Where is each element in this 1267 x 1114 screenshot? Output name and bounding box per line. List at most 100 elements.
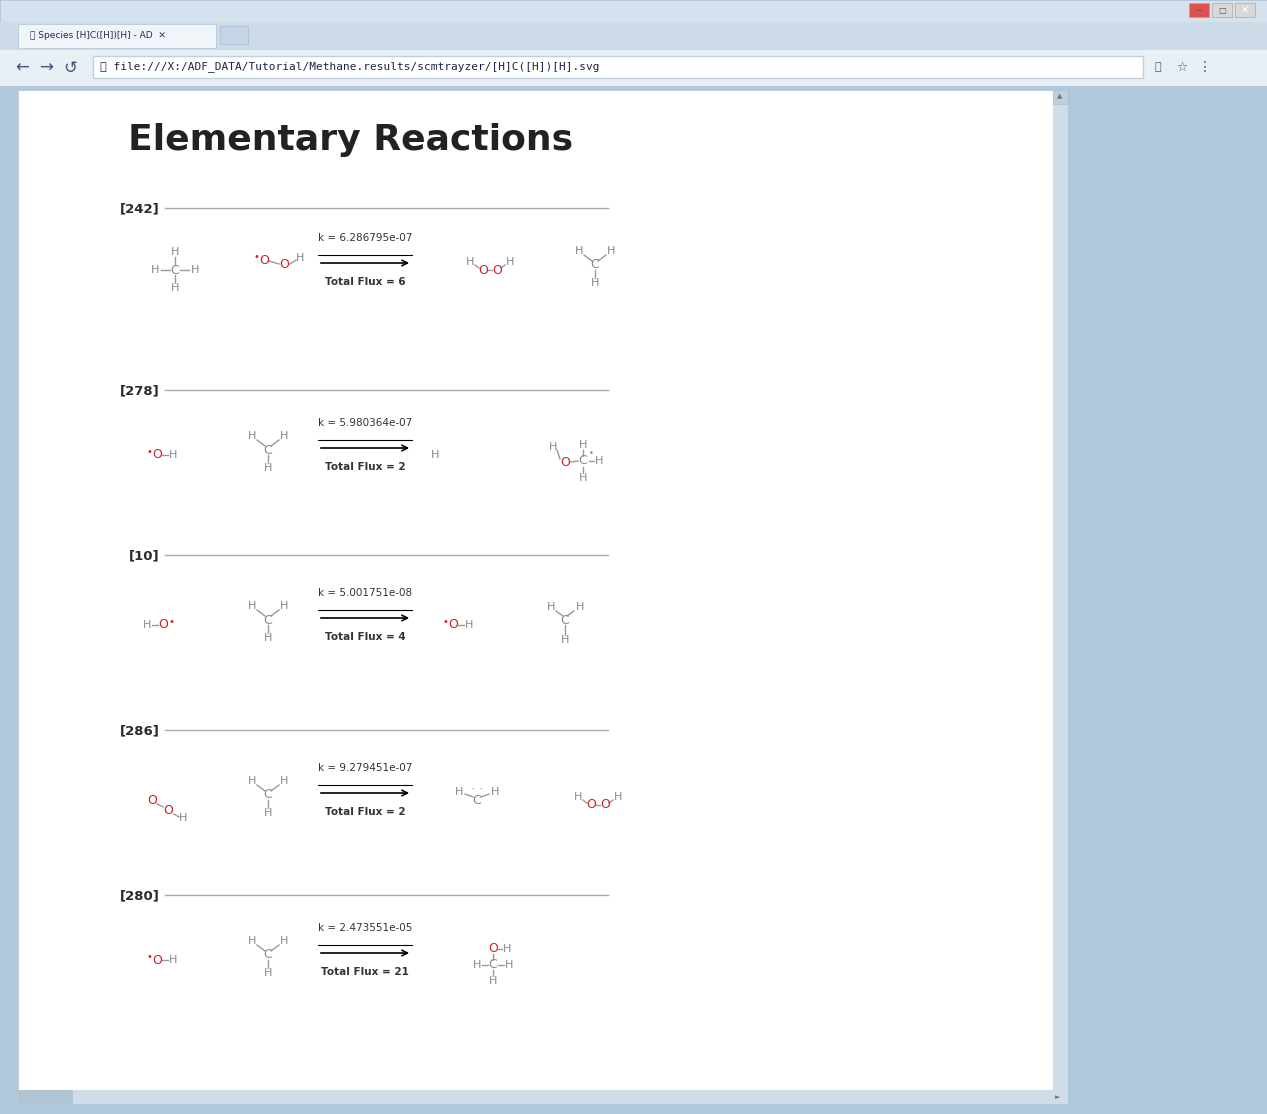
Text: H: H [506, 257, 514, 267]
Text: Total Flux = 2: Total Flux = 2 [324, 462, 405, 472]
Text: [278]: [278] [120, 384, 160, 398]
Text: H: H [171, 283, 179, 293]
Text: H: H [191, 265, 199, 275]
Text: H: H [607, 246, 616, 256]
Text: ·: · [471, 783, 475, 797]
Text: C: C [264, 948, 272, 961]
Text: ·: · [479, 783, 483, 797]
Text: O: O [601, 799, 609, 811]
Bar [1053, 90, 1068, 1089]
Text: H: H [295, 253, 304, 263]
Text: •: • [253, 252, 258, 262]
Text: H: H [280, 936, 288, 946]
Text: H: H [248, 600, 256, 610]
Text: H: H [466, 257, 474, 267]
Text: H: H [280, 431, 288, 441]
Text: H: H [575, 602, 584, 612]
Text: →: → [39, 59, 53, 77]
Bar [220, 26, 248, 43]
Text: H: H [264, 633, 272, 643]
Text: □: □ [1218, 6, 1226, 14]
Text: H: H [264, 808, 272, 818]
Text: ⋮: ⋮ [1199, 60, 1213, 74]
Text: C: C [579, 455, 588, 468]
Bar [18, 90, 1053, 1089]
Text: H: H [171, 247, 179, 257]
Bar [1235, 3, 1256, 17]
Text: O: O [449, 618, 457, 632]
Text: ─: ─ [1196, 6, 1201, 14]
Text: H: H [431, 450, 440, 460]
Text: Total Flux = 21: Total Flux = 21 [321, 967, 409, 977]
Text: H: H [613, 792, 622, 802]
Text: C: C [264, 443, 272, 457]
Text: H: H [151, 265, 160, 275]
Text: O: O [279, 258, 289, 272]
Text: O: O [478, 264, 488, 276]
Text: ☆: ☆ [1176, 60, 1187, 74]
Bar [1188, 3, 1209, 17]
Text: [280]: [280] [120, 889, 160, 902]
Text: O: O [492, 264, 502, 276]
Text: C: C [590, 258, 599, 272]
Text: C: C [489, 958, 498, 971]
Text: ►: ► [1055, 1094, 1060, 1100]
Text: H: H [489, 976, 497, 986]
Text: H: H [465, 620, 473, 631]
Text: k = 9.279451e-07: k = 9.279451e-07 [318, 763, 412, 773]
Text: H: H [594, 456, 603, 466]
Text: •: • [169, 617, 174, 627]
Text: 🗋 Species [H]C([H])[H] - AD  ✕: 🗋 Species [H]C([H])[H] - AD ✕ [30, 31, 166, 40]
Text: C: C [171, 264, 180, 276]
Text: k = 6.286795e-07: k = 6.286795e-07 [318, 233, 412, 243]
Text: ✕: ✕ [1240, 4, 1249, 14]
Text: O: O [587, 799, 595, 811]
Text: O: O [158, 618, 169, 632]
Text: H: H [248, 776, 256, 786]
Text: O: O [560, 457, 570, 469]
Text: ▲: ▲ [1058, 92, 1063, 99]
Text: O: O [152, 954, 162, 967]
Text: H: H [169, 955, 177, 965]
Text: [10]: [10] [129, 549, 160, 563]
Text: C: C [264, 614, 272, 626]
Text: H: H [280, 776, 288, 786]
Text: [286]: [286] [120, 724, 160, 737]
Text: Total Flux = 4: Total Flux = 4 [324, 632, 405, 642]
Text: k = 5.980364e-07: k = 5.980364e-07 [318, 418, 412, 428]
Text: H: H [575, 246, 583, 256]
Bar [1213, 3, 1232, 17]
Bar [1053, 1089, 1068, 1104]
Text: H: H [248, 431, 256, 441]
Text: H: H [579, 473, 587, 483]
Bar [1053, 90, 1068, 104]
Text: [242]: [242] [120, 203, 160, 215]
Text: O: O [258, 254, 269, 266]
Text: •: • [589, 449, 593, 458]
Text: O: O [488, 942, 498, 956]
Text: H: H [248, 936, 256, 946]
Bar [0, 22, 1267, 50]
Text: H: H [504, 960, 513, 970]
Text: H: H [455, 786, 464, 797]
Text: k = 5.001751e-08: k = 5.001751e-08 [318, 588, 412, 598]
Text: H: H [264, 968, 272, 978]
Text: H: H [590, 278, 599, 289]
Text: H: H [547, 602, 555, 612]
Text: H: H [503, 944, 511, 954]
Text: •: • [442, 617, 449, 627]
Text: H: H [574, 792, 583, 802]
Text: H: H [490, 786, 499, 797]
Text: Total Flux = 2: Total Flux = 2 [324, 807, 405, 817]
Text: H: H [579, 440, 587, 450]
Text: •: • [146, 952, 152, 962]
Text: ←: ← [15, 59, 29, 77]
Text: Elementary Reactions: Elementary Reactions [128, 123, 573, 157]
Text: ↺: ↺ [63, 59, 77, 77]
Text: H: H [143, 620, 151, 631]
Bar [18, 25, 215, 48]
Bar [0, 0, 1267, 22]
Text: C: C [264, 789, 272, 801]
Text: Total Flux = 6: Total Flux = 6 [324, 277, 405, 287]
Text: H: H [473, 960, 481, 970]
